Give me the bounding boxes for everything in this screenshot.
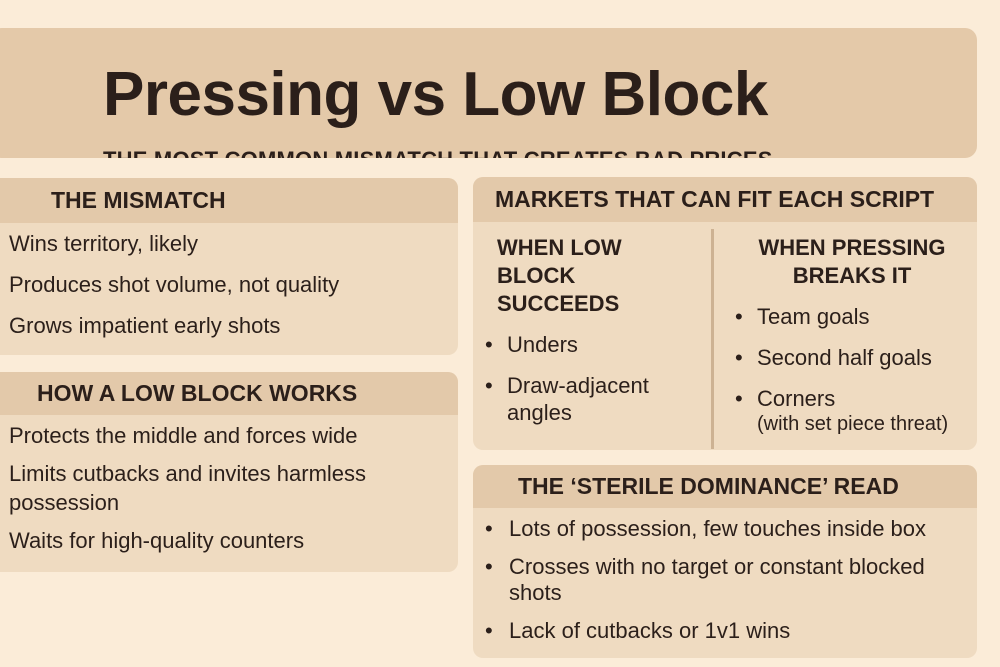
page-title: Pressing vs Low Block — [103, 60, 768, 129]
low-block-heading: HOW A LOW BLOCK WORKS — [0, 372, 458, 415]
bullet-icon: • — [735, 386, 743, 411]
low-block-list: Protects the middle and forces wide Limi… — [0, 415, 458, 555]
bullet-icon: • — [485, 516, 493, 541]
low-block-panel: HOW A LOW BLOCK WORKS Protects the middl… — [0, 372, 458, 572]
title-banner: Pressing vs Low Block THE MOST COMMON MI… — [0, 28, 977, 158]
list-item: • Draw-adjacent angles — [485, 373, 649, 425]
list-item: • Team goals — [735, 304, 870, 329]
mismatch-heading: THE MISMATCH — [0, 178, 458, 223]
sterile-list: • Lots of possession, few touches inside … — [473, 508, 977, 644]
low-block-succeeds-heading: WHEN LOW BLOCK SUCCEEDS — [497, 235, 622, 316]
pressing-breaks-column: WHEN PRESSING BREAKS IT • Team goals • Sec… — [735, 234, 977, 450]
bullet-icon: • — [485, 618, 493, 643]
list-item: • Lack of cutbacks or 1v1 wins — [485, 618, 791, 643]
sterile-heading: THE ‘STERILE DOMINANCE’ READ — [473, 465, 977, 508]
list-item: Limits cutbacks and invites harmless pos… — [9, 461, 367, 515]
markets-heading: MARKETS THAT CAN FIT EACH SCRIPT — [473, 177, 977, 222]
low-block-succeeds-column: WHEN LOW BLOCK SUCCEEDS • Unders • Draw-ad… — [485, 234, 710, 440]
list-item: • Lots of possession, few touches inside … — [485, 516, 927, 541]
pressing-breaks-heading: WHEN PRESSING BREAKS IT — [758, 235, 946, 288]
bullet-icon: • — [735, 304, 743, 329]
list-item: • Crosses with no target or constant bloc… — [485, 554, 925, 605]
bullet-icon: • — [485, 373, 493, 398]
list-item: Produces shot volume, not quality — [9, 272, 340, 297]
bullet-icon: • — [485, 332, 493, 357]
sterile-dominance-panel: THE ‘STERILE DOMINANCE’ READ • Lots of po… — [473, 465, 977, 658]
list-item: • Corners (with set piece threat) — [735, 385, 977, 436]
bullet-icon: • — [735, 345, 743, 370]
bullet-icon: • — [485, 554, 493, 579]
page-subtitle: THE MOST COMMON MISMATCH THAT CREATES BA… — [103, 149, 773, 159]
corners-note: (with set piece threat) — [757, 413, 949, 435]
column-divider — [711, 229, 714, 449]
list-item: Protects the middle and forces wide — [9, 423, 358, 448]
list-item: • Second half goals — [735, 345, 932, 370]
list-item: Grows impatient early shots — [9, 313, 281, 338]
list-item: • Unders — [485, 332, 578, 357]
mismatch-list: Wins territory, likely Produces shot vol… — [0, 223, 458, 340]
mismatch-panel: THE MISMATCH Wins territory, likely Prod… — [0, 178, 458, 355]
list-item: Waits for high-quality counters — [9, 528, 305, 553]
markets-panel: MARKETS THAT CAN FIT EACH SCRIPT WHEN LO… — [473, 177, 977, 450]
list-item: Wins territory, likely — [9, 231, 199, 256]
